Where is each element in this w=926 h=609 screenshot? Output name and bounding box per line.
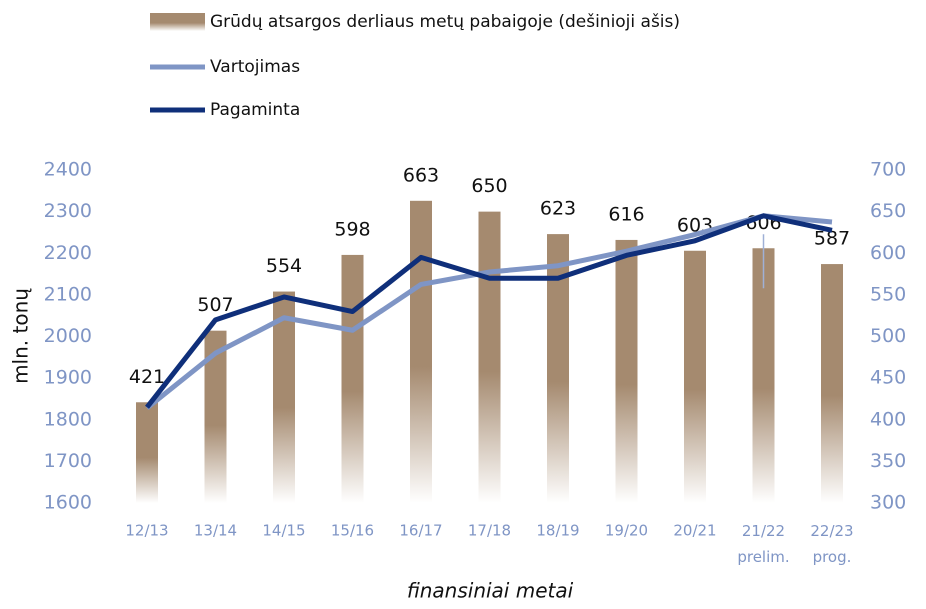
y-tick-label: 2400: [44, 159, 92, 181]
x-tick-label: 22/23 prog.: [810, 522, 853, 566]
y-tick-label: 1700: [44, 450, 92, 472]
y2-tick-label: 400: [870, 408, 906, 430]
y-tick-label: 2000: [44, 325, 92, 347]
line: [145, 213, 833, 409]
x-tick-label: 21/22 prelim.: [737, 522, 789, 566]
legend-label: Pagaminta: [210, 100, 300, 120]
bar: [478, 211, 501, 503]
bar: [204, 330, 227, 503]
value-label: 663: [403, 164, 439, 186]
line: [145, 213, 833, 411]
bar: [410, 200, 432, 504]
value-label: 623: [540, 198, 576, 220]
x-tick-label: 18/19: [536, 522, 579, 540]
y2-tick-label: 700: [870, 159, 906, 181]
x-tick-label: 20/21: [673, 522, 716, 540]
legend-label: Vartojimas: [210, 57, 300, 77]
x-tick-label: 15/16: [331, 522, 374, 540]
x-tick-label: 13/14: [194, 522, 237, 540]
y-axis-title: mln. tonų: [9, 288, 33, 384]
y2-tick-label: 600: [870, 242, 906, 264]
x-tick-label: 16/17: [399, 522, 442, 540]
y-tick-label: 2200: [44, 242, 92, 264]
x-axis-title: finansiniai metai: [407, 579, 574, 603]
x-tick-label: 14/15: [262, 522, 305, 540]
y2-tick-label: 350: [870, 450, 906, 472]
value-label: 587: [814, 228, 850, 250]
y-tick-label: 1800: [44, 408, 92, 430]
value-label: 507: [197, 294, 233, 316]
bar: [615, 239, 638, 503]
x-tick-label: 12/13: [125, 522, 168, 540]
y2-tick-label: 550: [870, 283, 906, 305]
bar: [136, 402, 158, 503]
y2-tick-label: 300: [870, 492, 906, 514]
y-tick-label: 1600: [44, 492, 92, 514]
legend-swatch: [150, 13, 205, 31]
bar: [273, 291, 295, 503]
bar: [341, 254, 364, 503]
bar: [547, 234, 569, 504]
y2-tick-label: 650: [870, 200, 906, 222]
x-tick-label: 17/18: [468, 522, 511, 540]
value-label: 598: [334, 218, 370, 240]
bar: [684, 250, 706, 503]
y2-tick-label: 450: [870, 367, 906, 389]
legend-label: Grūdų atsargos derliaus metų pabaigoje (…: [210, 12, 680, 32]
y2-tick-label: 500: [870, 325, 906, 347]
bar: [821, 264, 843, 503]
x-tick-label: 19/20: [605, 522, 648, 540]
value-label: 421: [129, 366, 165, 388]
y-tick-label: 2300: [44, 200, 92, 222]
value-label: 650: [471, 175, 507, 197]
value-label: 616: [608, 203, 644, 225]
value-label: 554: [266, 255, 302, 277]
y-tick-label: 2100: [44, 283, 92, 305]
bar: [752, 248, 775, 503]
y-tick-label: 1900: [44, 367, 92, 389]
